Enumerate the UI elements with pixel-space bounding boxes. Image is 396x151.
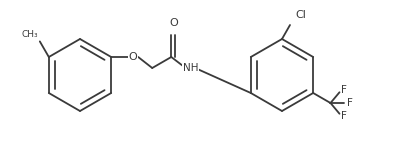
Text: O: O: [169, 18, 179, 28]
Text: F: F: [341, 111, 347, 121]
Text: F: F: [341, 85, 347, 95]
Text: CH₃: CH₃: [21, 30, 38, 39]
Text: Cl: Cl: [295, 10, 306, 20]
Text: O: O: [129, 52, 137, 62]
Text: F: F: [348, 98, 353, 108]
Text: NH: NH: [183, 63, 198, 73]
